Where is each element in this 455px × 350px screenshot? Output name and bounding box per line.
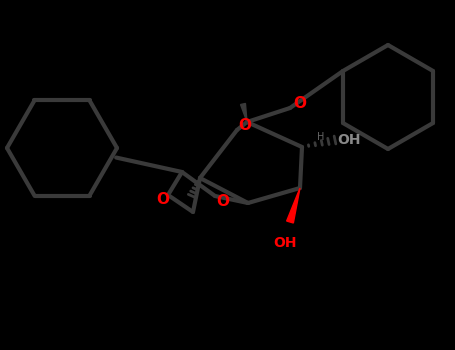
Text: O: O [157, 193, 170, 208]
Polygon shape [287, 188, 300, 223]
Text: O: O [238, 118, 252, 133]
Text: OH: OH [273, 236, 297, 250]
Text: O: O [293, 96, 307, 111]
Text: O: O [217, 194, 229, 209]
Text: OH: OH [337, 133, 360, 147]
Polygon shape [241, 104, 247, 122]
Text: H: H [317, 132, 325, 142]
